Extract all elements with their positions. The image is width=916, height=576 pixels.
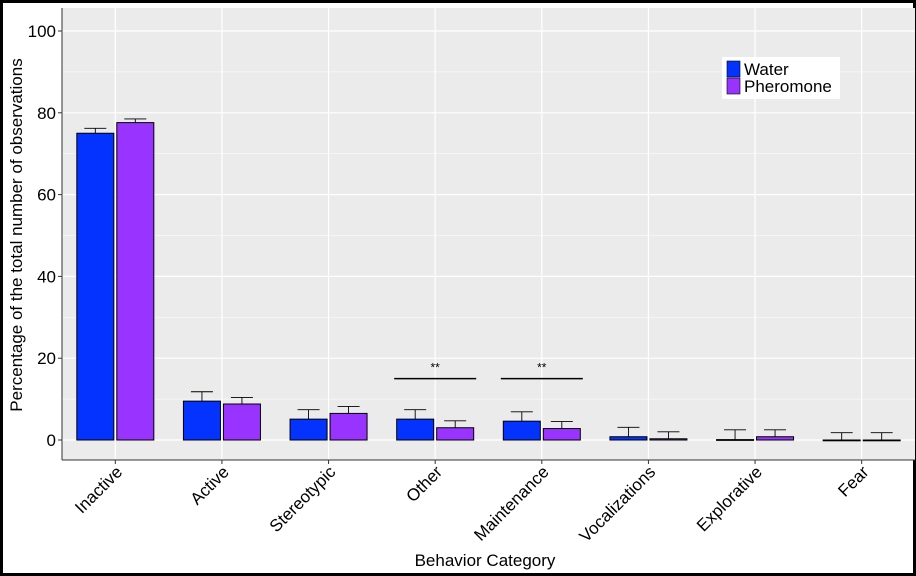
- x-tick-label: Fear: [834, 462, 872, 500]
- bar-pheromone: [116, 122, 155, 441]
- legend-label-pheromone: Pheromone: [744, 77, 832, 96]
- bar-pheromone: [756, 436, 795, 441]
- legend-swatch-water: [726, 60, 741, 78]
- bar-pheromone: [542, 428, 581, 441]
- legend: Water Pheromone: [722, 57, 840, 99]
- bar-water: [182, 400, 221, 441]
- bar-water: [716, 439, 755, 441]
- legend-background: [722, 57, 840, 99]
- y-axis-label: Percentage of the total number of observ…: [7, 58, 26, 411]
- x-tick-label: Maintenance: [470, 462, 552, 544]
- x-tick-label: Vocalizations: [576, 462, 660, 546]
- x-axis-ticks: Inactive Active Stereotypic Other Maintenanc…: [71, 460, 873, 546]
- y-tick-label: 20: [37, 349, 56, 368]
- x-tick-label: Other: [403, 462, 447, 506]
- legend-label-water: Water: [744, 60, 789, 79]
- y-tick-label: 60: [37, 186, 56, 205]
- y-tick-label: 0: [47, 431, 56, 450]
- y-tick-label: 100: [28, 22, 56, 41]
- bar-water: [609, 436, 648, 441]
- significance-annotations: ** **: [394, 361, 583, 380]
- x-tick-label: Inactive: [71, 462, 126, 517]
- x-tick-label: Active: [187, 462, 233, 508]
- bar-water: [289, 418, 328, 441]
- y-axis-ticks: 0 20 40 60 80 100: [28, 22, 62, 450]
- bar-water: [396, 418, 435, 441]
- error-bars: [84, 118, 893, 440]
- bars: [76, 122, 901, 442]
- significance-label: **: [431, 361, 441, 375]
- legend-swatch-pheromone: [726, 77, 741, 95]
- bar-water: [502, 420, 541, 441]
- bar-pheromone: [862, 439, 901, 442]
- bar-water: [76, 132, 115, 441]
- bar-pheromone: [329, 412, 368, 441]
- bar-pheromone: [436, 427, 475, 441]
- y-tick-label: 80: [37, 104, 56, 123]
- significance-label: **: [537, 361, 547, 375]
- y-tick-label: 40: [37, 267, 56, 286]
- x-axis-label: Behavior Category: [415, 551, 556, 570]
- x-tick-label: Stereotypic: [266, 462, 340, 536]
- bar-pheromone: [649, 438, 688, 441]
- bar-water: [822, 439, 861, 442]
- x-tick-label: Explorative: [693, 462, 766, 535]
- bar-pheromone: [222, 403, 261, 441]
